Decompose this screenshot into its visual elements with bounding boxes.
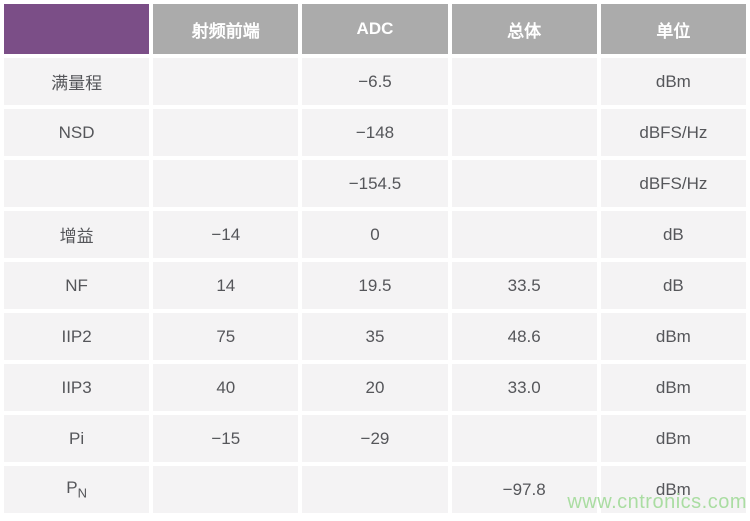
watermark: www.cntronics.com [567, 491, 747, 513]
row-label: NSD [4, 109, 150, 156]
table-row: NSD −148 dBFS/Hz [4, 109, 746, 156]
table-row: NF 14 19.5 33.5 dB [4, 262, 746, 309]
cell-overall [451, 160, 597, 207]
cell-adc: −154.5 [302, 160, 448, 207]
table-row: PN −97.8 dBm [4, 466, 746, 513]
cell-overall: 33.5 [451, 262, 597, 309]
header-cell-overall: 总体 [451, 4, 597, 54]
row-label: NF [4, 262, 150, 309]
cell-rf [153, 466, 299, 513]
cell-rf [153, 58, 299, 105]
table-row: 增益 −14 0 dB [4, 211, 746, 258]
table-row: −154.5 dBFS/Hz [4, 160, 746, 207]
row-label: IIP2 [4, 313, 150, 360]
cell-unit: dBm [600, 415, 746, 462]
cell-rf: 75 [153, 313, 299, 360]
row-label [4, 160, 150, 207]
row-label: 满量程 [4, 58, 150, 105]
cell-overall: −97.8 [451, 466, 597, 513]
cell-rf [153, 109, 299, 156]
cell-overall: 48.6 [451, 313, 597, 360]
cell-unit: dBFS/Hz [600, 109, 746, 156]
cell-unit: dB [600, 262, 746, 309]
table-row: Pi −15 −29 dBm [4, 415, 746, 462]
cell-adc: 35 [302, 313, 448, 360]
cell-overall: 33.0 [451, 364, 597, 411]
header-cell-adc: ADC [302, 4, 448, 54]
row-label: Pi [4, 415, 150, 462]
pn-symbol-subscript: N [77, 485, 87, 501]
cell-overall [451, 58, 597, 105]
cell-overall [451, 109, 597, 156]
cell-rf: −14 [153, 211, 299, 258]
cell-adc: 20 [302, 364, 448, 411]
cell-rf: −15 [153, 415, 299, 462]
table-row: IIP3 40 20 33.0 dBm [4, 364, 746, 411]
cell-adc: 19.5 [302, 262, 448, 309]
cell-overall [451, 415, 597, 462]
cell-rf: 40 [153, 364, 299, 411]
table-row: IIP2 75 35 48.6 dBm [4, 313, 746, 360]
header-row: 射频前端 ADC 总体 单位 [4, 4, 746, 54]
cell-adc [302, 466, 448, 513]
cell-adc: −29 [302, 415, 448, 462]
cell-unit: dBFS/Hz [600, 160, 746, 207]
cell-overall [451, 211, 597, 258]
cell-unit: dBm [600, 58, 746, 105]
cell-unit: dBm [600, 466, 746, 513]
cell-unit: dBm [600, 364, 746, 411]
row-label-pn: PN [4, 466, 150, 513]
cell-adc: −148 [302, 109, 448, 156]
cell-unit: dB [600, 211, 746, 258]
pn-symbol-main: P [66, 478, 78, 498]
header-cell-unit: 单位 [600, 4, 746, 54]
cell-rf [153, 160, 299, 207]
cell-adc: −6.5 [302, 58, 448, 105]
cell-adc: 0 [302, 211, 448, 258]
header-cell-corner [4, 4, 150, 54]
row-label: IIP3 [4, 364, 150, 411]
cell-unit: dBm [600, 313, 746, 360]
table-row: 满量程 −6.5 dBm [4, 58, 746, 105]
row-label: 增益 [4, 211, 150, 258]
header-cell-rf-frontend: 射频前端 [153, 4, 299, 54]
cell-rf: 14 [153, 262, 299, 309]
